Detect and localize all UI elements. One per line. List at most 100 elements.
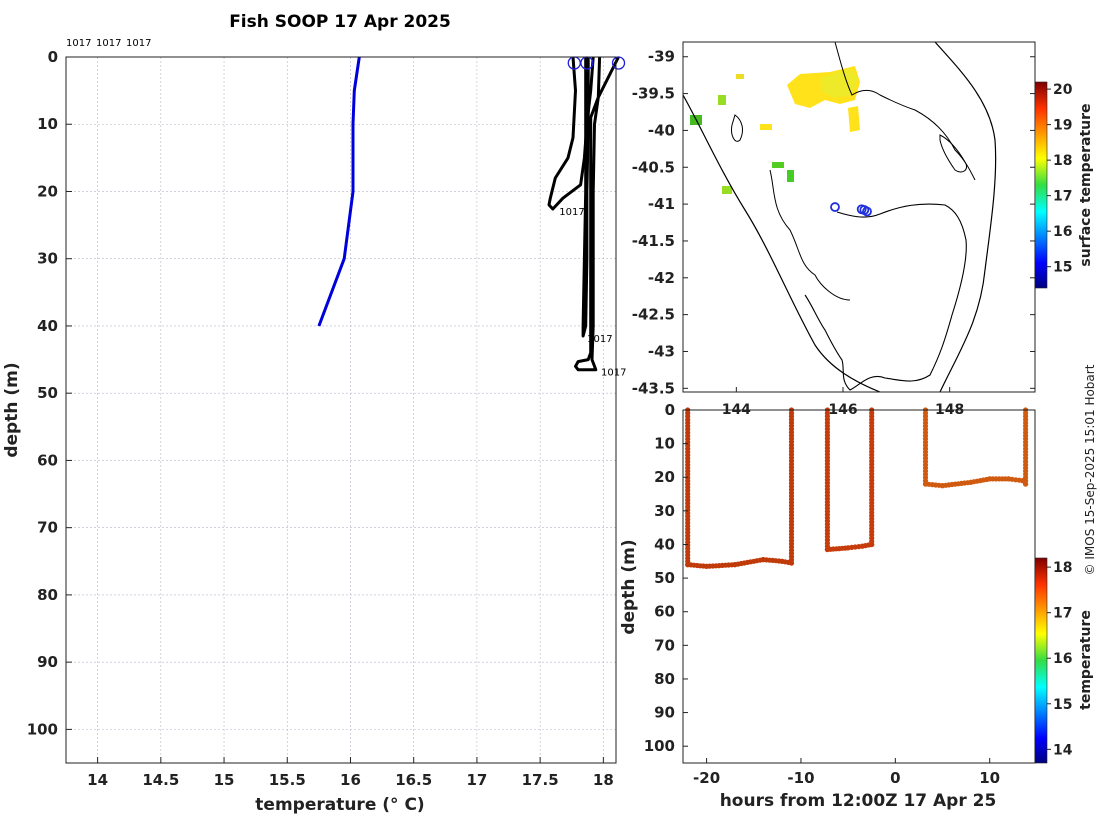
- profile-top-label: 1017: [66, 38, 91, 49]
- sst-patch-cool: [772, 162, 784, 168]
- profile-annotation: 1017: [587, 334, 612, 345]
- section-colorbar-tick-label: 14: [1053, 742, 1073, 758]
- surface-temperature-map-panel: -39 -39.5 -40 -40.5 -41 -41.5 -42 -42.5 -43 -43.5…: [632, 41, 1094, 418]
- map-y-tick-label: -40.5: [632, 158, 675, 176]
- section-y-tick-label: 50: [654, 569, 675, 587]
- map-colorbar-tick-label: 15: [1053, 260, 1072, 276]
- profile-y-tick-label: 60: [37, 451, 58, 469]
- map-colorbar-tick-label: 20: [1053, 82, 1073, 98]
- profile-annotation: 1017: [559, 207, 584, 218]
- section-x-tick-label: 10: [979, 769, 1000, 787]
- map-y-tick-label: -41.5: [632, 232, 675, 250]
- temperature-profile-panel: 14 14.5 15 15.5 16 16.5 17 17.5 18 0 10 20 30 40 50 60 7…: [2, 38, 626, 815]
- profile-y-tick-label: 40: [37, 317, 58, 335]
- section-y-label: depth (m): [619, 539, 639, 634]
- profile-x-tick-label: 17: [466, 771, 487, 789]
- section-colorbar: [1034, 557, 1048, 764]
- map-colorbar-label: surface temperature: [1078, 103, 1094, 266]
- sst-patch-west-2: [722, 186, 732, 194]
- profile-x-tick-label: 15: [214, 771, 235, 789]
- profile-top-label: 1017: [126, 38, 151, 49]
- sst-patch-warm-core: [820, 68, 858, 98]
- profile-x-label: temperature (° C): [255, 795, 424, 815]
- map-content: [683, 42, 997, 392]
- map-y-tick-label: -43.5: [632, 379, 675, 397]
- section-colorbar-tick-label: 17: [1053, 606, 1072, 622]
- profile-x-tick-label: 16: [340, 771, 361, 789]
- section-y-tick-label: 60: [654, 603, 675, 621]
- shelf-contour-inner: [769, 169, 851, 301]
- profile-y-tick-label: 20: [37, 182, 58, 200]
- section-axes-frame: [682, 409, 1036, 764]
- credit-text: © IMOS 15-Sep-2025 15:01 Hobart: [1083, 364, 1097, 575]
- map-y-tick-label: -39: [648, 48, 675, 66]
- sst-patch-south: [848, 106, 860, 132]
- section-x-tick-label: 0: [890, 769, 900, 787]
- section-y-tick-label: 100: [644, 737, 675, 755]
- section-colorbar-tick-label: 18: [1053, 560, 1072, 576]
- section-y-tick-label: 0: [665, 401, 675, 419]
- map-colorbar: [1034, 81, 1048, 289]
- map-y-tick-label: -41: [648, 195, 675, 213]
- profile-y-label: depth (m): [2, 362, 22, 457]
- profile-y-tick-label: 90: [37, 653, 58, 671]
- shelf-contour-west: [683, 94, 881, 392]
- map-y-tick-label: -43: [648, 342, 675, 360]
- section-y-tick-label: 80: [654, 670, 675, 688]
- flinders-island-outline: [939, 134, 968, 173]
- profile-x-tick-label: 16.5: [395, 771, 432, 789]
- section-y-tick-label: 90: [654, 704, 675, 722]
- section-y-tick-label: 40: [654, 535, 675, 553]
- mainland-coastline: [834, 42, 976, 181]
- profile-y-tick-label: 80: [37, 586, 58, 604]
- section-colorbar-label: temperature: [1078, 610, 1094, 710]
- sst-patch-mid: [760, 124, 772, 130]
- map-colorbar-tick-label: 18: [1053, 153, 1072, 169]
- section-y-tick-label: 10: [654, 435, 675, 453]
- section-x-label: hours from 12:00Z 17 Apr 25: [720, 791, 997, 811]
- profile-x-tick-label: 14: [87, 771, 108, 789]
- sst-patch-north: [736, 74, 744, 79]
- map-y-tick-label: -42.5: [632, 306, 675, 324]
- map-colorbar-tick-label: 19: [1053, 118, 1072, 134]
- profile-y-tick-label: 100: [27, 720, 58, 738]
- section-y-tick-label: 30: [654, 502, 675, 520]
- map-y-tick-label: -39.5: [632, 85, 675, 103]
- profile-x-tick-label: 15.5: [269, 771, 306, 789]
- profile-line-profile-3: [574, 56, 620, 372]
- king-island-outline: [731, 114, 743, 142]
- map-track-marker: [862, 206, 872, 217]
- tasmania-coastline: [804, 203, 967, 391]
- section-x-tick-label: -20: [693, 769, 720, 787]
- profile-x-tick-label: 14.5: [142, 771, 179, 789]
- section-colorbar-tick-label: 16: [1053, 651, 1072, 667]
- map-colorbar-tick-label: 16: [1053, 224, 1072, 240]
- profile-axes-frame: [65, 56, 617, 764]
- profile-y-tick-label: 50: [37, 384, 58, 402]
- profile-line-climatology: [317, 56, 361, 327]
- profile-line-profile-2: [581, 57, 590, 338]
- profile-top-label: 1017: [96, 38, 121, 49]
- chart-title: Fish SOOP 17 Apr 2025: [229, 12, 451, 32]
- profile-y-tick-label: 30: [37, 250, 58, 268]
- profile-annotation: 1017: [601, 368, 626, 379]
- section-y-tick-label: 70: [654, 636, 675, 654]
- profile-surface-marker: [611, 56, 626, 70]
- sst-patch-cool-2: [787, 170, 794, 182]
- profile-y-tick-label: 70: [37, 519, 58, 537]
- profile-y-tick-label: 0: [48, 48, 58, 66]
- profile-x-tick-label: 18: [593, 771, 614, 789]
- map-track-marker: [830, 202, 840, 212]
- map-colorbar-tick-label: 17: [1053, 189, 1072, 205]
- section-y-tick-label: 20: [654, 468, 675, 486]
- section-x-tick-label: -10: [787, 769, 814, 787]
- map-y-tick-label: -40: [648, 121, 675, 139]
- map-y-tick-label: -42: [648, 269, 675, 287]
- profile-y-tick-label: 10: [37, 115, 58, 133]
- profile-x-tick-label: 17.5: [522, 771, 559, 789]
- sst-patch-west: [718, 95, 726, 105]
- depth-time-section-panel: 0 10 20 30 40 50 60 70 80 90 100 -20 -10 0 10 hours fr…: [619, 401, 1094, 811]
- section-colorbar-tick-label: 15: [1053, 697, 1072, 713]
- shelf-contour-east: [934, 42, 997, 392]
